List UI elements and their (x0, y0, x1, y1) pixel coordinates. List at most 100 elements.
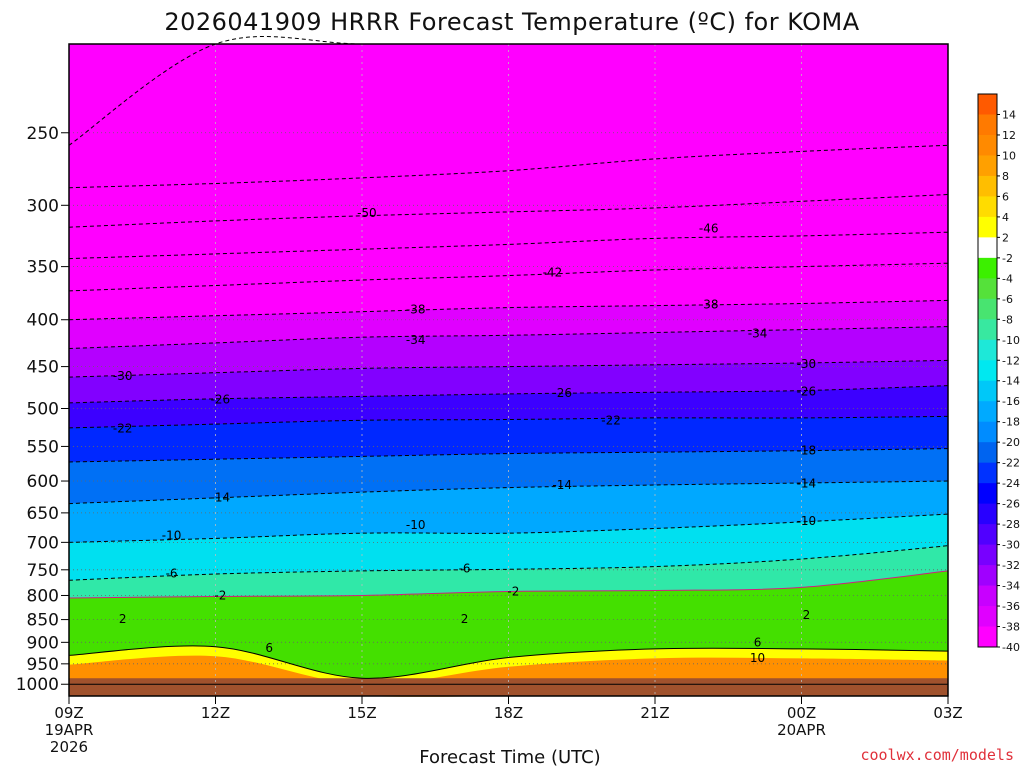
colorbar-label-2: 10 (1002, 149, 1016, 162)
contour-label-16: -14 (552, 478, 572, 492)
xtick-label-0-2: 2026 (50, 738, 88, 756)
xtick-label-6-0: 15Z (347, 704, 376, 722)
colorbar-swatch-20 (978, 503, 997, 525)
contour-label-8: -30 (797, 357, 817, 371)
colorbar-label-23: -34 (1002, 580, 1020, 593)
ytick-label-400: 400 (27, 311, 59, 331)
colorbar-swatch-15 (978, 401, 997, 423)
colorbar-swatch-0 (978, 94, 997, 115)
xtick-label-0-0: 09Z (54, 704, 83, 722)
colorbar-label-19: -26 (1002, 498, 1020, 511)
ytick-label-250: 250 (27, 124, 59, 144)
ytick-label-600: 600 (27, 472, 59, 492)
credit-text: coolwx.com/models (860, 746, 1014, 764)
contour-label-3: -38 (406, 303, 426, 317)
ytick-label-950: 950 (27, 655, 59, 675)
colorbar: 14 12 10 8 6 4 2 -2 -4 -6 -8 -10 -12 -14 -16 -18 -20 -22 -… (977, 93, 1020, 654)
colorbar-swatch-25 (978, 606, 997, 628)
xtick-label-9-0: 18Z (494, 704, 523, 722)
xtick-label-18-0: 03Z (933, 704, 962, 722)
colorbar-label-4: 6 (1002, 190, 1009, 203)
contour-label-29: 6 (754, 635, 762, 649)
colorbar-label-9: -6 (1002, 293, 1013, 306)
contour-label-21: -6 (166, 566, 178, 580)
contour-label-30: 10 (750, 651, 765, 665)
colorbar-swatch-10 (978, 298, 997, 320)
xtick-label-15-1: 20APR (777, 721, 826, 739)
ytick-label-850: 850 (27, 611, 59, 631)
colorbar-label-11: -10 (1002, 334, 1020, 347)
colorbar-label-1: 12 (1002, 129, 1016, 142)
contour-label-9: -26 (211, 393, 231, 407)
colorbar-swatch-2 (978, 134, 997, 156)
colorbar-swatch-13 (978, 360, 997, 382)
contour-label-18: -10 (162, 528, 182, 542)
contour-label-6: -34 (748, 326, 768, 340)
colorbar-swatch-11 (978, 319, 997, 341)
colorbar-swatch-17 (978, 442, 997, 464)
ytick-label-350: 350 (27, 258, 59, 278)
colorbar-swatch-7 (978, 237, 997, 259)
ytick-label-300: 300 (27, 196, 59, 216)
xtick-label-3-0: 12Z (201, 704, 230, 722)
grid-lines (69, 44, 948, 696)
contour-label-4: -38 (699, 298, 719, 312)
colorbar-swatch-8 (978, 257, 997, 279)
colorbar-swatch-24 (978, 585, 997, 607)
ytick-label-800: 800 (27, 586, 59, 606)
colorbar-label-18: -24 (1002, 477, 1020, 490)
contour-label-23: -2 (214, 588, 226, 602)
contour-label-15: -14 (211, 490, 231, 504)
colorbar-label-7: -2 (1002, 252, 1013, 265)
colorbar-label-10: -8 (1002, 313, 1013, 326)
xtick-label-0-1: 19APR (45, 721, 94, 739)
contour-label-7: -30 (113, 369, 133, 383)
colorbar-label-6: 2 (1002, 231, 1009, 244)
colorbar-swatch-21 (978, 524, 997, 546)
colorbar-label-3: 8 (1002, 170, 1009, 183)
colorbar-swatch-9 (978, 278, 997, 300)
contour-label-22: -6 (459, 562, 471, 576)
contour-label-1: -46 (699, 221, 719, 235)
isotherm-6 (68, 645, 949, 679)
ytick-label-1000: 1000 (16, 675, 59, 695)
colorbar-swatch-16 (978, 421, 997, 443)
ytick-label-650: 650 (27, 504, 59, 524)
contour-label-24: -2 (507, 584, 519, 598)
ytick-label-550: 550 (27, 437, 59, 457)
xtick-label-12-0: 21Z (640, 704, 669, 722)
ytick-label-450: 450 (27, 358, 59, 378)
colorbar-label-17: -22 (1002, 457, 1020, 470)
colorbar-label-25: -38 (1002, 621, 1020, 634)
ytick-label-750: 750 (27, 561, 59, 581)
contour-label-2: -42 (543, 265, 563, 279)
colorbar-swatch-6 (978, 216, 997, 238)
contour-label-19: -10 (406, 518, 426, 532)
colorbar-label-16: -20 (1002, 436, 1020, 449)
contour-label-5: -34 (406, 333, 426, 347)
colorbar-swatch-5 (978, 196, 997, 218)
colorbar-swatch-23 (978, 565, 997, 587)
ytick-label-900: 900 (27, 633, 59, 653)
contour-label-20: -10 (797, 514, 817, 528)
contour-label-12: -22 (113, 422, 133, 436)
colorbar-swatch-18 (978, 462, 997, 484)
colorbar-swatch-4 (978, 175, 997, 197)
colorbar-label-21: -30 (1002, 539, 1020, 552)
colorbar-swatch-3 (978, 155, 997, 177)
chart-title: 2026041909 HRRR Forecast Temperature (ºC… (164, 8, 859, 36)
colorbar-label-26: -40 (1002, 641, 1020, 654)
colorbar-swatch-14 (978, 380, 997, 402)
contour-label-10: -26 (552, 386, 572, 400)
colorbar-swatch-1 (978, 114, 997, 136)
contour-label-26: 2 (461, 612, 469, 626)
contour-label-14: -18 (797, 444, 817, 458)
colorbar-frame (977, 93, 998, 648)
ytick-label-500: 500 (27, 400, 59, 420)
contour-label-17: -14 (797, 477, 817, 491)
colorbar-swatch-26 (978, 626, 997, 648)
contour-label-13: -22 (601, 413, 621, 427)
colorbar-swatch-19 (978, 483, 997, 505)
